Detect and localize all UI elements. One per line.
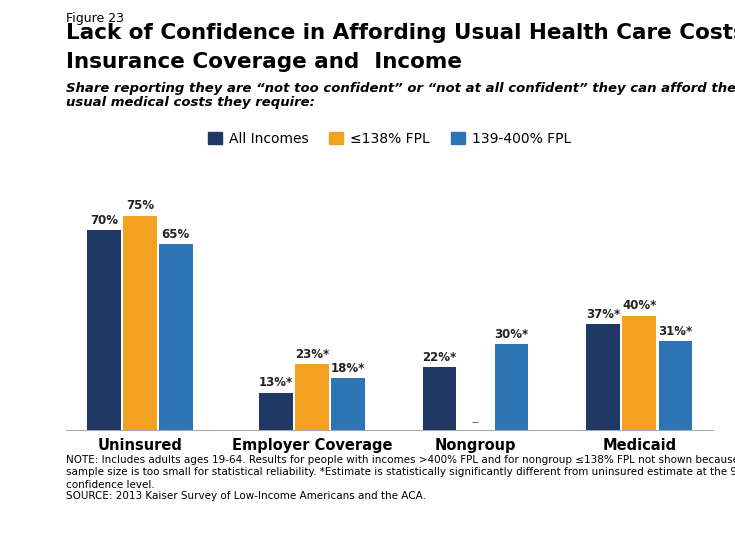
Text: NOTE: Includes adults ages 19-64. Results for people with incomes >400% FPL and : NOTE: Includes adults ages 19-64. Result… xyxy=(66,455,735,464)
Text: --: -- xyxy=(472,417,479,427)
Text: sample size is too small for statistical reliability. *Estimate is statistically: sample size is too small for statistical… xyxy=(66,467,735,477)
Bar xyxy=(331,379,365,430)
Text: FAMILY: FAMILY xyxy=(634,512,686,525)
Text: 23%*: 23%* xyxy=(295,348,329,361)
Text: 65%: 65% xyxy=(162,228,190,241)
Text: THE HENRY J.: THE HENRY J. xyxy=(637,488,683,493)
Text: 18%*: 18%* xyxy=(331,362,365,375)
Text: 70%: 70% xyxy=(90,214,118,226)
Text: 13%*: 13%* xyxy=(259,376,293,389)
Text: Lack of Confidence in Affording Usual Health Care Costs, by: Lack of Confidence in Affording Usual He… xyxy=(66,23,735,43)
Bar xyxy=(423,367,456,430)
Text: SOURCE: 2013 Kaiser Survey of Low-Income Americans and the ACA.: SOURCE: 2013 Kaiser Survey of Low-Income… xyxy=(66,491,426,501)
Bar xyxy=(587,324,620,430)
Text: 40%*: 40%* xyxy=(622,299,656,312)
Text: 22%*: 22%* xyxy=(423,350,456,364)
Text: Figure 23: Figure 23 xyxy=(66,12,124,25)
Text: 75%: 75% xyxy=(126,199,154,213)
Bar xyxy=(659,342,692,430)
Text: Share reporting they are “not too confident” or “not at all confident” they can : Share reporting they are “not too confid… xyxy=(66,82,735,95)
Bar xyxy=(259,393,293,430)
Bar xyxy=(159,245,193,430)
Text: 31%*: 31%* xyxy=(658,325,692,338)
Bar xyxy=(623,316,656,430)
Legend: All Incomes, ≤138% FPL, 139-400% FPL: All Incomes, ≤138% FPL, 139-400% FPL xyxy=(203,126,576,152)
Text: usual medical costs they require:: usual medical costs they require: xyxy=(66,96,315,110)
Text: confidence level.: confidence level. xyxy=(66,480,155,490)
Text: Insurance Coverage and  Income: Insurance Coverage and Income xyxy=(66,52,462,72)
Text: 30%*: 30%* xyxy=(495,328,528,341)
Bar xyxy=(123,216,157,430)
Bar xyxy=(295,364,329,430)
Text: KAISER: KAISER xyxy=(633,498,686,511)
Bar xyxy=(495,344,528,430)
Bar xyxy=(87,230,121,430)
Text: FOUNDATION: FOUNDATION xyxy=(631,527,689,537)
Text: 37%*: 37%* xyxy=(586,308,620,321)
